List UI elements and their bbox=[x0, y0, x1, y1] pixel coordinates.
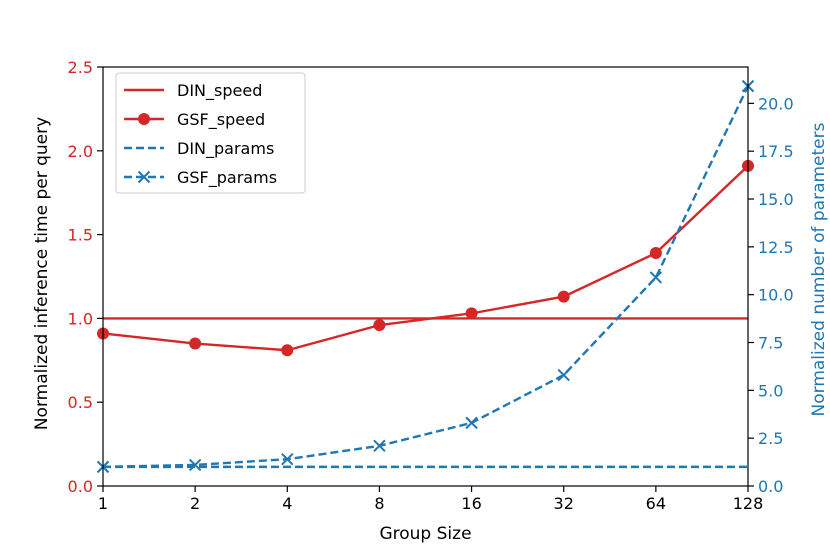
legend-marker bbox=[138, 113, 150, 125]
data-point bbox=[188, 458, 202, 472]
data-point bbox=[373, 319, 386, 332]
x-marker-stroke bbox=[557, 368, 570, 382]
right-y-tick-label: 7.5 bbox=[758, 334, 783, 353]
left-y-tick-label: 2.0 bbox=[68, 142, 93, 161]
x-tick-label: 4 bbox=[282, 494, 292, 513]
data-point bbox=[465, 416, 478, 430]
right-y-tick-label: 0.0 bbox=[758, 477, 783, 496]
x-marker-stroke bbox=[281, 453, 294, 466]
legend-entry: DIN_params bbox=[124, 139, 274, 159]
x-marker-stroke bbox=[373, 439, 386, 453]
data-point bbox=[649, 247, 662, 260]
data-point bbox=[465, 307, 478, 320]
legend-label: GSF_speed bbox=[177, 110, 265, 130]
x-marker-stroke bbox=[188, 458, 202, 472]
x-tick-label: 1 bbox=[98, 494, 108, 513]
legend-box bbox=[115, 72, 306, 194]
x-tick-label: 32 bbox=[554, 494, 574, 513]
x-tick-label: 2 bbox=[190, 494, 200, 513]
legend-label: GSF_params bbox=[177, 168, 277, 188]
legend-entry: DIN_speed bbox=[124, 81, 262, 101]
x-marker-stroke bbox=[649, 271, 663, 284]
legend-label: DIN_params bbox=[177, 139, 274, 159]
ticks-layer: 1 2 4 8 16 32 64 1280.00.51.01.52.02.50.02.55.0… bbox=[68, 58, 794, 513]
x-tick-label: 128 bbox=[733, 494, 764, 513]
legend-marker bbox=[137, 170, 151, 184]
data-point bbox=[649, 271, 663, 284]
series-line-gsf-speed bbox=[102, 165, 749, 352]
right-y-tick-label: 2.5 bbox=[758, 429, 783, 448]
data-point bbox=[373, 439, 386, 453]
data-point bbox=[189, 337, 202, 350]
right-y-axis-label: Normalized number of parameters bbox=[809, 122, 829, 416]
left-y-tick-label: 0.0 bbox=[68, 477, 93, 496]
legend-entry: GSF_params bbox=[124, 168, 277, 188]
series-line-gsf-params bbox=[102, 85, 750, 469]
left-y-tick-label: 1.5 bbox=[68, 226, 93, 245]
data-point bbox=[557, 290, 570, 303]
right-y-tick-label: 12.5 bbox=[758, 238, 794, 257]
right-y-tick-label: 10.0 bbox=[758, 286, 794, 305]
right-y-tick-label: 5.0 bbox=[758, 381, 783, 400]
left-y-axis-label: Normalized inference time per query bbox=[32, 117, 52, 430]
x-tick-label: 8 bbox=[374, 494, 384, 513]
x-tick-label: 16 bbox=[461, 494, 481, 513]
right-y-tick-label: 17.5 bbox=[758, 142, 794, 161]
x-marker-stroke bbox=[465, 416, 478, 430]
left-y-tick-label: 1.0 bbox=[68, 309, 93, 328]
x-axis-label: Group Size bbox=[379, 524, 471, 544]
right-y-tick-label: 15.0 bbox=[758, 190, 794, 209]
data-point bbox=[557, 368, 570, 382]
x-tick-label: 64 bbox=[646, 494, 666, 513]
left-y-tick-label: 2.5 bbox=[68, 58, 93, 77]
right-y-tick-label: 20.0 bbox=[758, 94, 794, 113]
data-point bbox=[281, 453, 294, 466]
legend-entry: GSF_speed bbox=[124, 110, 265, 130]
legend: DIN_speed GSF_speed DIN_params GSF_params bbox=[115, 72, 306, 194]
plot-frame bbox=[102, 66, 749, 487]
left-y-tick-label: 0.5 bbox=[68, 393, 93, 412]
data-point bbox=[281, 344, 294, 357]
legend-label: DIN_speed bbox=[177, 81, 262, 101]
